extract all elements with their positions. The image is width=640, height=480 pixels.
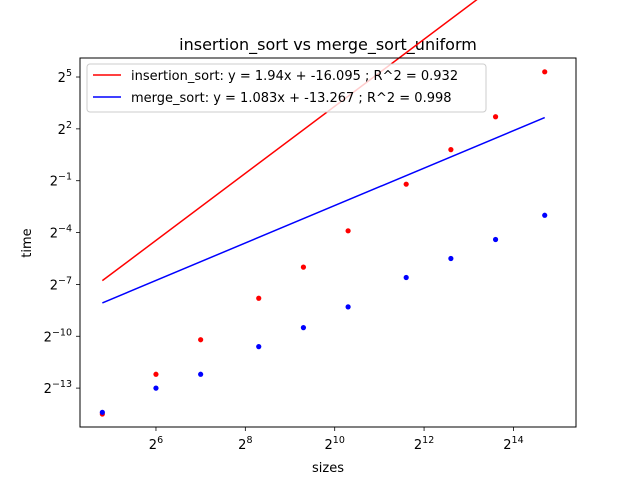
data-point-series-1 [300,325,307,331]
data-point-series-1 [492,236,499,243]
y-tick-label: 25 [58,68,72,86]
x-tick-label: 28 [238,435,252,453]
x-axis-label: sizes [312,461,344,476]
data-point-series-1 [198,371,204,377]
y-tick-label: 2−1 [50,172,72,190]
data-point-series-0 [153,371,159,377]
data-point-series-1 [403,274,409,281]
plot-frame [79,57,577,428]
data-point-series-0 [403,181,409,187]
data-points [99,69,548,417]
data-point-series-0 [198,337,204,343]
x-tick-label: 212 [414,435,434,453]
y-tick-label: 22 [58,120,72,138]
y-tick-label: 2−10 [44,327,72,345]
y-tick-label: 2−4 [50,224,72,242]
plot-background [80,58,576,427]
data-point-series-1 [256,344,262,350]
fit-line-series-0 [101,0,478,282]
fit-line-series-1 [102,116,546,304]
data-point-series-1 [99,409,105,415]
legend-label-merge-sort: merge_sort: y = 1.083x + -13.267 ; R^2 =… [131,91,452,106]
data-point-series-1 [542,212,548,218]
plot-area [80,58,576,427]
data-point-series-1 [153,385,159,391]
x-axis-ticks: 26 28 210 212 214 [149,427,524,453]
y-axis-label: time [20,228,35,257]
data-point-series-0 [345,228,351,234]
legend-label-insertion-sort: insertion_sort: y = 1.94x + -16.095 ; R^… [131,69,458,84]
legend-box [86,63,487,113]
x-tick-label: 210 [325,435,345,453]
data-point-series-0 [492,114,499,120]
x-tick-label: 214 [503,435,523,453]
data-point-series-0 [256,295,262,301]
data-point-series-0 [300,264,307,270]
data-point-series-1 [345,304,351,310]
chart-title: insertion_sort vs merge_sort_uniform [179,35,477,55]
x-tick-label: 26 [149,435,163,453]
y-tick-label: 2−13 [44,379,72,397]
legend: insertion_sort: y = 1.94x + -16.095 ; R^… [86,63,487,113]
y-tick-label: 2−7 [50,275,72,293]
fit-lines [101,0,546,304]
y-axis-ticks: 25 22 2−1 2−4 2−7 2−10 2−13 [44,68,80,397]
data-point-series-0 [448,147,454,153]
data-point-series-1 [448,255,454,262]
data-point-series-0 [542,69,548,75]
